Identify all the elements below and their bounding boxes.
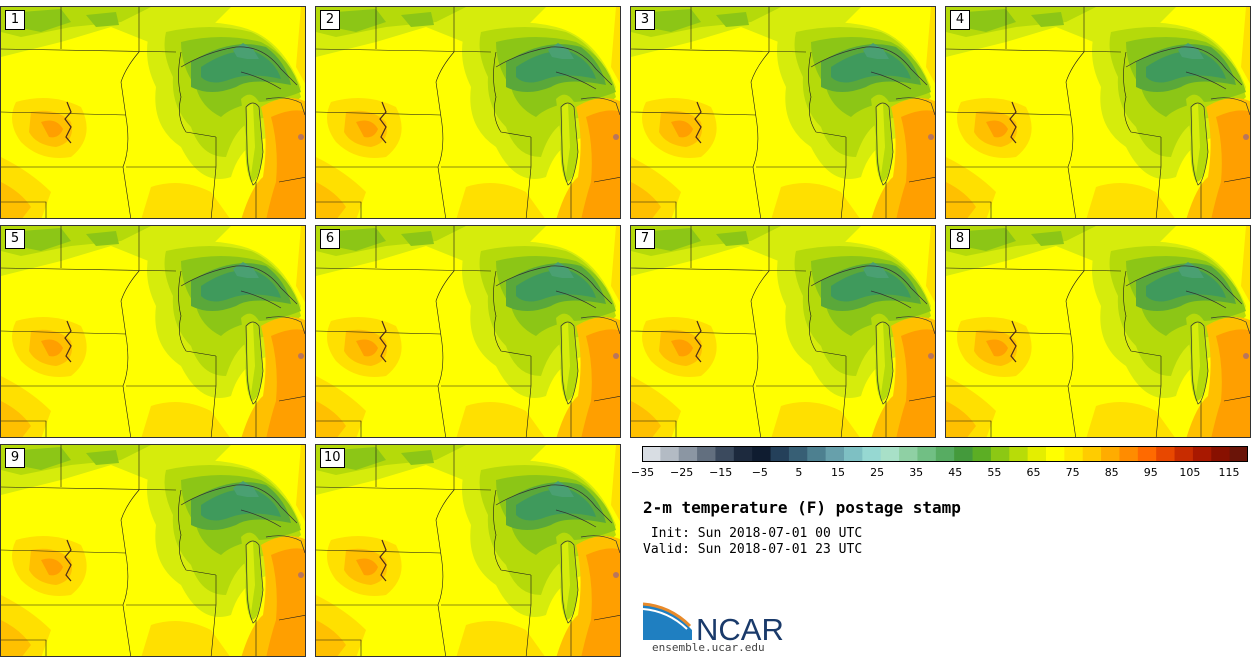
stamp-panel-8: 8 <box>945 225 1251 438</box>
colorbar-swatch <box>825 446 845 462</box>
temperature-map <box>316 226 620 437</box>
colorbar-tick-label: 35 <box>909 466 924 479</box>
temperature-map <box>1 226 305 437</box>
temperature-map <box>1 7 305 218</box>
colorbar-tick-label: −25 <box>669 466 694 479</box>
chart-title: 2-m temperature (F) postage stamp <box>643 498 961 517</box>
stamp-panel-7: 7 <box>630 225 936 438</box>
colorbar-swatch <box>1082 446 1102 462</box>
stamp-number: 1 <box>5 10 25 30</box>
colorbar-swatch <box>642 446 661 462</box>
temperature-map <box>631 7 935 218</box>
colorbar-swatch <box>733 446 753 462</box>
valid-time: Valid: Sun 2018-07-01 23 UTC <box>643 542 863 557</box>
stamp-panel-1: 1 <box>0 6 306 219</box>
colorbar-swatch <box>660 446 680 462</box>
colorbar-tick-label: 55 <box>987 466 1002 479</box>
ensemble-url: ensemble.ucar.edu <box>652 641 765 654</box>
temperature-map <box>946 7 1250 218</box>
temperature-map <box>631 226 935 437</box>
colorbar-tick-label: 25 <box>870 466 885 479</box>
stamp-number: 4 <box>950 10 970 30</box>
colorbar-swatch <box>917 446 937 462</box>
temperature-map <box>946 226 1250 437</box>
colorbar-swatch <box>935 446 955 462</box>
colorbar-swatch <box>1137 446 1157 462</box>
colorbar-tick-label: 5 <box>795 466 803 479</box>
temperature-map <box>316 445 620 656</box>
colorbar-tick-label: 85 <box>1104 466 1119 479</box>
colorbar-tick-label: 75 <box>1065 466 1080 479</box>
colorbar-swatch <box>1211 446 1231 462</box>
colorbar-swatch <box>1101 446 1120 462</box>
colorbar-swatch <box>1046 446 1065 462</box>
stamp-panel-9: 9 <box>0 444 306 657</box>
stamp-panel-10: 10 <box>315 444 621 657</box>
init-time: Init: Sun 2018-07-01 00 UTC <box>643 526 863 541</box>
stamp-number: 2 <box>320 10 340 30</box>
stamp-panel-2: 2 <box>315 6 621 219</box>
colorbar-swatch <box>715 446 735 462</box>
colorbar-swatch <box>807 446 827 462</box>
stamp-panel-5: 5 <box>0 225 306 438</box>
colorbar-swatch <box>770 446 790 462</box>
stamp-number: 6 <box>320 229 340 249</box>
colorbar-swatch <box>1027 446 1047 462</box>
colorbar-swatch <box>899 446 918 462</box>
stamp-panel-4: 4 <box>945 6 1251 219</box>
ncar-logo-orange-stripe <box>642 602 692 628</box>
ncar-logo-white-stripe <box>642 608 688 630</box>
colorbar-swatch <box>1156 446 1176 462</box>
colorbar-tick-label: 105 <box>1179 466 1201 479</box>
colorbar-swatch <box>862 446 882 462</box>
colorbar-swatch <box>972 446 992 462</box>
colorbar-swatch <box>752 446 772 462</box>
colorbar-swatch <box>1119 446 1139 462</box>
colorbar-tick-label: 65 <box>1026 466 1041 479</box>
colorbar-swatch <box>954 446 974 462</box>
temperature-map <box>1 445 305 656</box>
colorbar-frame <box>642 446 1248 462</box>
colorbar-swatch <box>1229 446 1248 462</box>
stamp-panel-6: 6 <box>315 225 621 438</box>
colorbar-swatch <box>844 446 863 462</box>
colorbar-tick-label: −15 <box>709 466 733 479</box>
colorbar-tick-label: −5 <box>751 466 768 479</box>
stamp-number: 10 <box>320 448 345 468</box>
colorbar-tick-label: 15 <box>831 466 845 479</box>
colorbar-tick-label: 95 <box>1143 466 1158 479</box>
colorbar-swatch <box>880 446 900 462</box>
colorbar-tick-label: 45 <box>948 466 963 479</box>
stamp-number: 9 <box>5 448 25 468</box>
ncar-logo: NCAR <box>642 602 784 642</box>
stamp-number: 5 <box>5 229 25 249</box>
colorbar-swatch <box>678 446 698 462</box>
colorbar-tick-label: 115 <box>1218 466 1240 479</box>
colorbar-tick-label: −35 <box>630 466 655 479</box>
ncar-logo-swoosh-icon <box>643 604 692 640</box>
colorbar-swatch <box>1174 446 1194 462</box>
colorbar-swatch <box>990 446 1010 462</box>
colorbar-swatch <box>788 446 808 462</box>
colorbar <box>642 446 1248 462</box>
colorbar-swatch <box>1192 446 1212 462</box>
stamp-number: 8 <box>950 229 970 249</box>
colorbar-swatch <box>697 446 716 462</box>
colorbar-swatch <box>1064 446 1084 462</box>
stamp-number: 7 <box>635 229 655 249</box>
stamp-panel-3: 3 <box>630 6 936 219</box>
temperature-map <box>316 7 620 218</box>
colorbar-swatch <box>1009 446 1029 462</box>
stamp-number: 3 <box>635 10 655 30</box>
colorbar-tick-labels: −35 −25 −15 −5 5 15 25 35 45 55 65 75 85 95 105 115 <box>631 466 1248 482</box>
ncar-logo-text: NCAR <box>696 612 784 642</box>
